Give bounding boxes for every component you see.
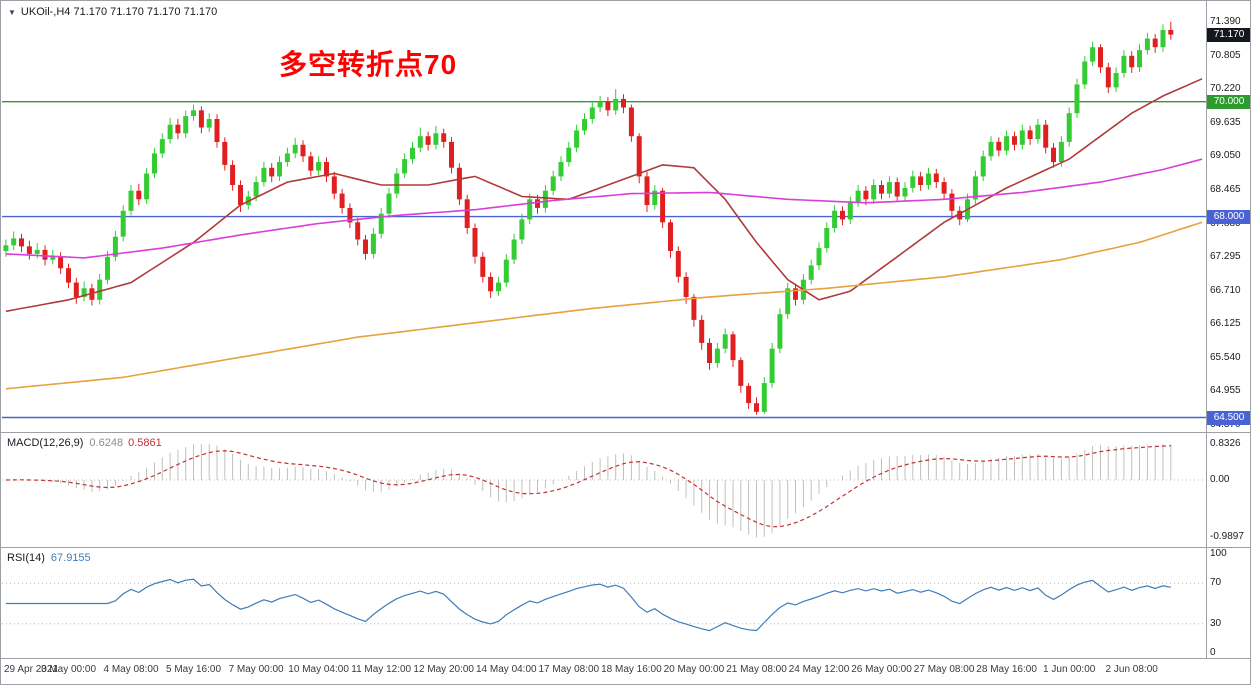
price-axis-tick: 69.635	[1210, 116, 1241, 128]
macd-value-signal: 0.5861	[128, 437, 162, 449]
time-axis-label: 7 May 00:00	[228, 664, 284, 675]
time-axis-label: 2 Jun 08:00	[1105, 664, 1158, 675]
macd-axis-min: -0.9897	[1210, 531, 1244, 543]
time-axis-label: 14 May 04:00	[475, 664, 537, 675]
time-axis-label: 20 May 00:00	[663, 664, 725, 675]
current-price-badge: 71.170	[1207, 27, 1250, 42]
price-axis-tick: 66.125	[1210, 318, 1241, 330]
time-axis-label: 29 Apr 2021	[4, 664, 58, 675]
price-axis-tick: 70.220	[1210, 83, 1241, 95]
level-badge-68: 68.000	[1207, 209, 1250, 224]
price-axis-tick: 64.955	[1210, 385, 1241, 397]
pane-separator-macd[interactable]	[1, 432, 1250, 433]
time-axis-label: 24 May 12:00	[788, 664, 850, 675]
time-axis-label: 1 Jun 00:00	[1043, 664, 1096, 675]
time-axis-label: 5 May 16:00	[165, 664, 222, 675]
time-axis-label: 3 May 00:00	[40, 664, 97, 675]
time-axis-label: 12 May 20:00	[413, 664, 474, 675]
time-axis-label: 28 May 16:00	[976, 664, 1037, 675]
chart-header: ▼ UKOil-,H4 71.170 71.170 71.170 71.170	[8, 6, 217, 18]
rsi-axis-100: 100	[1210, 548, 1227, 559]
rsi-value: 67.9155	[50, 552, 91, 564]
rsi-axis-30: 30	[1210, 617, 1222, 629]
time-axis-label: 18 May 16:00	[601, 664, 662, 675]
time-axis-label: 10 May 04:00	[288, 664, 349, 675]
level-badge-70: 70.000	[1207, 94, 1250, 109]
time-axis-label: 27 May 08:00	[913, 664, 975, 675]
price-axis-tick: 70.805	[1210, 49, 1241, 61]
level-badge-64-5: 64.500	[1207, 410, 1250, 425]
macd-value-main: 0.6248	[89, 437, 124, 449]
price-axis-tick: 65.540	[1210, 351, 1241, 363]
rsi-axis-0: 0	[1210, 647, 1216, 658]
rsi-label: RSI(14) 67.9155	[7, 552, 91, 564]
price-axis-separator-line	[1206, 1, 1207, 658]
price-axis-tick: 64.370	[1210, 419, 1241, 430]
time-axis-label: 26 May 00:00	[851, 664, 912, 675]
price-axis-tick: 68.465	[1210, 183, 1241, 195]
rsi-axis-70: 70	[1210, 577, 1222, 589]
time-axis-label: 17 May 08:00	[538, 664, 600, 675]
chart-annotation[interactable]: 多空转折点70	[279, 49, 458, 80]
rsi-name: RSI(14)	[7, 552, 45, 564]
macd-axis-zero: 0.00	[1210, 474, 1230, 485]
price-axis-tick: 66.710	[1210, 284, 1241, 296]
price-axis-tick: 71.390	[1210, 15, 1241, 27]
pane-separator-rsi[interactable]	[1, 547, 1250, 548]
chart-marker-icon: ▼	[8, 8, 16, 17]
time-axis-label: 21 May 08:00	[726, 664, 787, 675]
macd-name: MACD(12,26,9)	[7, 437, 84, 449]
chart-title: UKOil-,H4 71.170 71.170 71.170 71.170	[20, 6, 218, 18]
time-axis-label: 4 May 08:00	[103, 664, 159, 675]
price-axis-tick: 69.050	[1210, 150, 1241, 162]
time-axis-label: 11 May 12:00	[351, 664, 412, 675]
price-axis-tick: 67.295	[1210, 251, 1241, 262]
macd-axis-max: 0.8326	[1210, 437, 1241, 449]
macd-label: MACD(12,26,9) 0.6248 0.5861	[7, 437, 162, 449]
time-axis-separator	[1, 658, 1250, 659]
